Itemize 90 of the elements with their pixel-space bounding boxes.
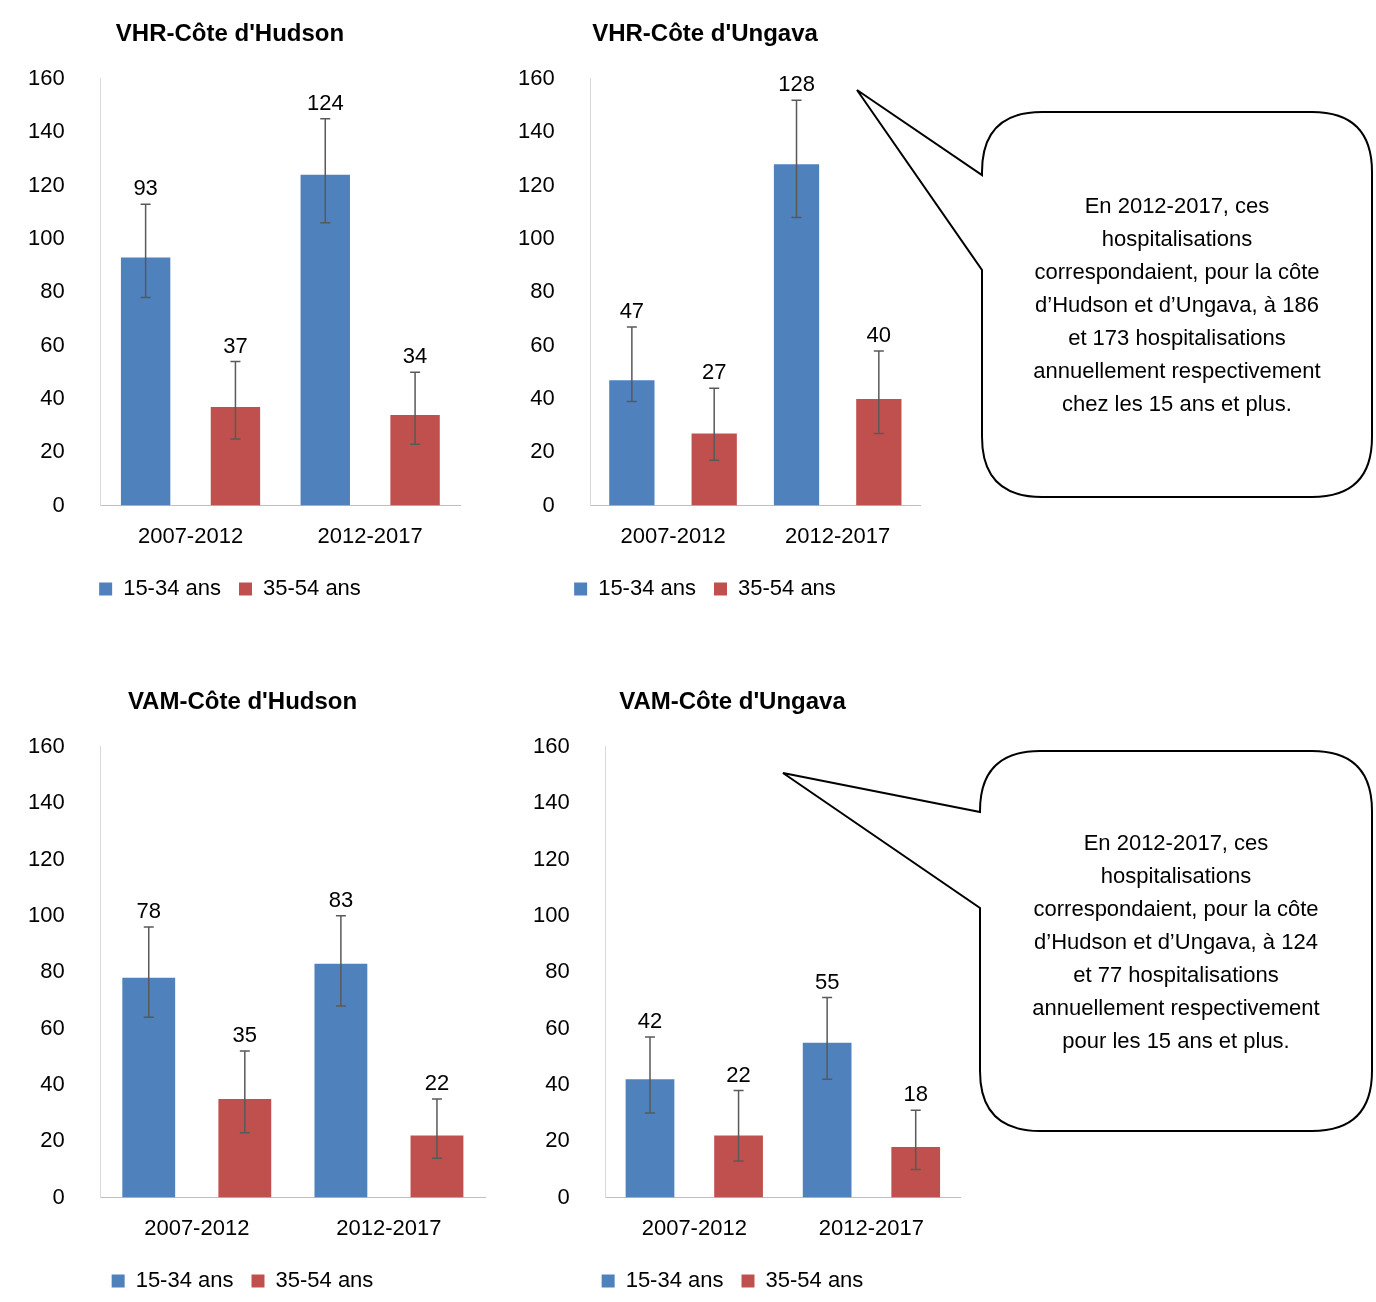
y-tick-label: 40 (40, 1070, 65, 1096)
data-label: 47 (619, 297, 645, 323)
bar (625, 1079, 675, 1198)
y-tick-label: 80 (40, 958, 65, 984)
y-tick-label: 20 (40, 438, 65, 464)
bar (120, 257, 171, 506)
legend-label: 35-54 ans (738, 575, 836, 601)
text: En 2012-2017, ces hospitalisations correspondaient, pour la côte d’Hudson et d’Ungava, à 186 et 173 hospitalisations annuellement respectivement chez les 15 ans et plus. (1032, 192, 1322, 418)
bar (122, 977, 176, 1198)
bar (714, 1135, 763, 1198)
bar (390, 414, 440, 506)
legend-label: 15-34 ans (625, 1267, 724, 1293)
y-tick-label: 160 (532, 732, 570, 758)
bar (218, 1098, 272, 1198)
bar (773, 164, 820, 506)
chart-title: VAM-Côte d'Ungava (619, 687, 847, 715)
data-label: 34 (402, 343, 428, 369)
data-label: 27 (701, 359, 727, 385)
y-tick-label: 120 (27, 845, 65, 871)
y-tick-label: 140 (27, 789, 65, 815)
data-label: 124 (306, 89, 344, 115)
legend-label: 15-34 ans (598, 575, 697, 601)
legend-label: 35-54 ans (263, 575, 361, 601)
data-label: 22 (726, 1061, 751, 1087)
chart-title: VAM-Côte d'Hudson (127, 687, 358, 715)
y-tick-label: 20 (530, 438, 555, 464)
y-tick-label: 60 (545, 1014, 570, 1040)
y-tick-label: 40 (545, 1070, 570, 1096)
y-tick-label: 0 (557, 1183, 570, 1209)
y-tick-label: 120 (532, 845, 570, 871)
data-label: 40 (866, 321, 892, 347)
data-label: 78 (136, 898, 161, 924)
y-tick-label: 160 (517, 64, 555, 90)
y-tick-label: 80 (40, 278, 65, 304)
bar (410, 1135, 464, 1198)
x-tick-label: 2012-2017 (818, 1214, 925, 1240)
legend-label: 35-54 ans (275, 1267, 374, 1293)
data-label: 128 (778, 71, 815, 97)
y-tick-label: 60 (530, 331, 555, 357)
y-tick-label: 20 (545, 1127, 570, 1153)
y-tick-label: 40 (40, 384, 65, 410)
text: En 2012-2017, ces hospitalisations correspondaient, pour la côte d’Hudson et d’Ungava, à 124 et 77 hospitalisations annuellement respectivement pour les 15 ans et plus. (1031, 828, 1321, 1055)
y-tick-label: 80 (545, 958, 570, 984)
x-tick-label: 2007-2012 (137, 522, 244, 548)
data-label: 22 (424, 1070, 450, 1096)
data-label: 55 (814, 968, 840, 994)
y-tick-label: 0 (52, 491, 65, 517)
bar (210, 406, 261, 506)
bar (856, 398, 902, 506)
x-tick-label: 2007-2012 (144, 1214, 250, 1240)
y-tick-label: 100 (27, 901, 65, 927)
legend-label: 35-54 ans (765, 1267, 864, 1293)
y-tick-label: 20 (40, 1127, 65, 1153)
x-tick-label: 2012-2017 (317, 522, 423, 548)
data-label: 18 (903, 1081, 928, 1107)
y-tick-label: 160 (27, 732, 65, 758)
y-tick-label: 100 (27, 224, 65, 250)
y-tick-label: 140 (532, 789, 570, 815)
y-tick-label: 100 (517, 224, 555, 250)
data-label: 42 (637, 1008, 663, 1034)
bar (691, 433, 737, 506)
bar (802, 1042, 852, 1198)
x-tick-label: 2012-2017 (785, 522, 891, 548)
y-tick-label: 0 (52, 1183, 65, 1209)
y-tick-label: 100 (532, 901, 570, 927)
x-tick-label: 2007-2012 (641, 1214, 747, 1240)
data-label: 35 (232, 1022, 258, 1048)
y-tick-label: 0 (542, 491, 555, 517)
y-tick-label: 120 (27, 171, 65, 197)
bar (300, 174, 350, 506)
x-tick-label: 2007-2012 (620, 522, 726, 548)
x-tick-label: 2012-2017 (336, 1214, 442, 1240)
legend-label: 15-34 ans (123, 575, 222, 601)
chart-title: VHR-Côte d'Hudson (115, 19, 345, 47)
bar (314, 963, 368, 1198)
chart-title: VHR-Côte d'Ungava (592, 19, 819, 47)
y-tick-label: 160 (27, 64, 65, 90)
bar (609, 380, 655, 506)
y-tick-label: 40 (530, 384, 555, 410)
y-tick-label: 60 (40, 1014, 65, 1040)
bar (891, 1146, 941, 1198)
y-tick-label: 140 (27, 118, 65, 144)
y-tick-label: 60 (40, 331, 65, 357)
data-label: 37 (223, 332, 248, 358)
y-tick-label: 120 (517, 171, 555, 197)
data-label: 83 (328, 886, 354, 912)
y-tick-label: 80 (530, 278, 555, 304)
y-tick-label: 140 (517, 118, 555, 144)
legend-label: 15-34 ans (135, 1267, 234, 1293)
data-label: 93 (133, 175, 158, 201)
